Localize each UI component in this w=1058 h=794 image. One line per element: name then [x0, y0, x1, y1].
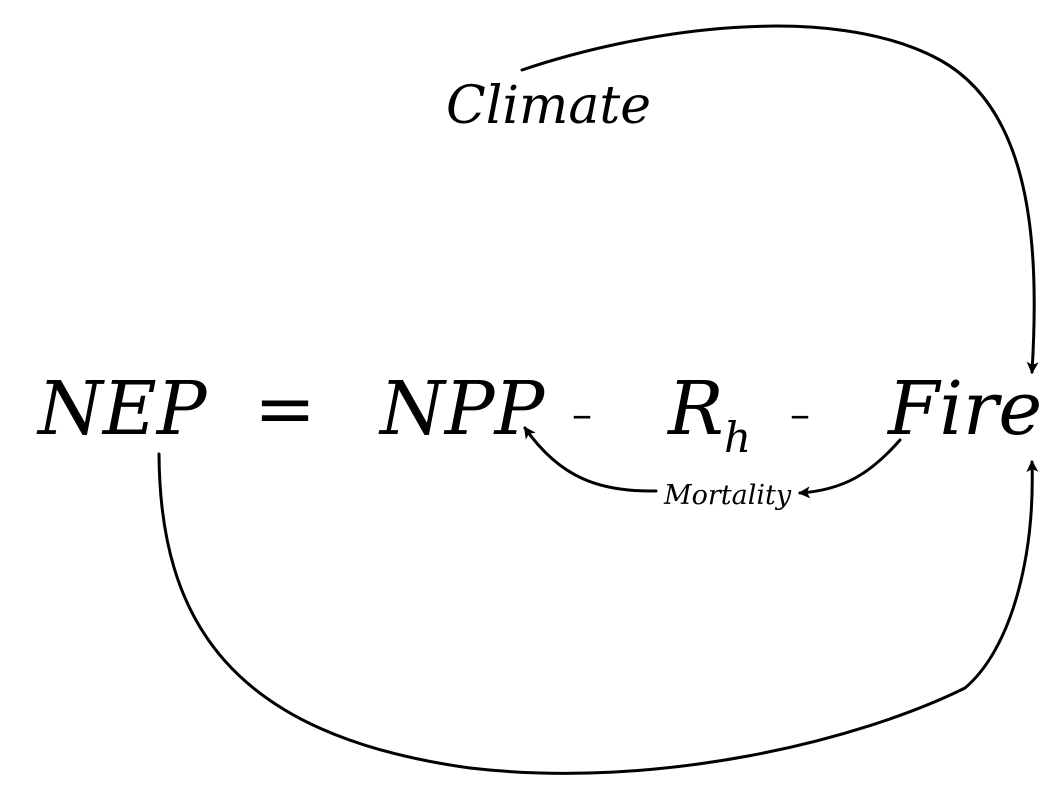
nep-to-fire-arrow	[157, 452, 1039, 775]
climate-to-fire-arrow	[520, 24, 1039, 374]
npp-term: NPP	[378, 366, 546, 452]
respiration-term: R	[666, 366, 724, 452]
minus-sign-2: –	[790, 392, 810, 438]
fire-term: Fire	[886, 366, 1042, 452]
fire-to-mortality-arrow	[798, 438, 902, 499]
climate-label: Climate	[446, 76, 651, 136]
equals-sign: =	[254, 366, 316, 452]
mortality-to-npp-arrow	[523, 426, 658, 493]
mortality-label: Mortality	[663, 480, 792, 511]
respiration-subscript: h	[724, 413, 751, 462]
minus-sign-1: –	[572, 392, 592, 438]
nep-term: NEP	[36, 366, 208, 452]
